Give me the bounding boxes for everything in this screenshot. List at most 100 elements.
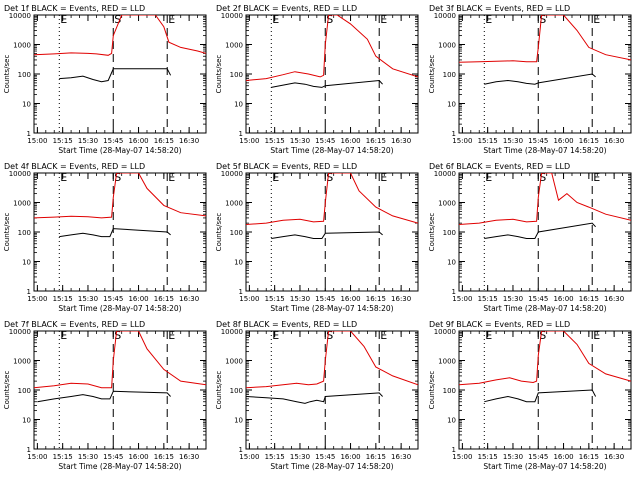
lld-series-line (34, 15, 206, 56)
x-tick-label: 15:45 (528, 295, 548, 303)
x-tick-label: 15:00 (239, 137, 259, 145)
panel-title: Det 1f BLACK = Events, RED = LLD (4, 4, 145, 13)
plot-frame (458, 172, 632, 292)
marker-label-1: E (485, 329, 492, 342)
y-tick-label: 1 (452, 288, 456, 296)
marker-label-2: S (326, 329, 333, 342)
panel-title: Det 5f BLACK = Events, RED = LLD (216, 162, 357, 171)
x-tick-label: 15:15 (265, 453, 285, 461)
panel-title: Det 4f BLACK = Events, RED = LLD (4, 162, 145, 171)
x-tick-label: 16:00 (553, 453, 573, 461)
y-tick-label: 1000 (438, 42, 456, 50)
x-tick-label: 15:00 (27, 295, 47, 303)
x-tick-label: 15:45 (528, 453, 548, 461)
events-series-line (484, 222, 596, 239)
y-tick-label: 10 (22, 417, 31, 425)
events-series-line (484, 389, 597, 403)
y-tick-label: 100 (18, 71, 31, 79)
plot-frame (33, 330, 207, 450)
x-tick-label: 16:15 (579, 137, 599, 145)
detector-panel-6: Det 6f BLACK = Events, RED = LLD 1 10 100 10… (428, 162, 632, 313)
marker-label-3: E (593, 171, 600, 184)
y-tick-label: 1 (452, 130, 456, 138)
x-tick-label: 16:30 (179, 453, 199, 461)
x-tick-label: 15:00 (27, 137, 47, 145)
marker-label-2: S (539, 329, 546, 342)
x-tick-label: 16:00 (128, 137, 148, 145)
y-tick-label: 10000 (221, 12, 243, 20)
y-tick-label: 10 (234, 417, 243, 425)
y-tick-label: 10000 (221, 328, 243, 336)
marker-label-1: E (60, 171, 67, 184)
lld-series-line (34, 331, 206, 389)
x-tick-label: 15:30 (78, 453, 98, 461)
marker-label-1: E (272, 329, 279, 342)
panel-title: Det 9f BLACK = Events, RED = LLD (429, 320, 570, 329)
y-tick-label: 10 (234, 101, 243, 109)
y-tick-label: 10 (447, 101, 456, 109)
y-tick-label: 1000 (438, 358, 456, 366)
marker-label-2: S (114, 329, 121, 342)
marker-label-2: S (326, 171, 333, 184)
y-tick-label: 1000 (438, 200, 456, 208)
marker-label-3: E (380, 329, 387, 342)
x-tick-label: 16:30 (391, 453, 411, 461)
x-tick-label: 15:30 (503, 137, 523, 145)
x-tick-label: 16:15 (366, 295, 386, 303)
x-tick-label: 15:45 (315, 453, 335, 461)
y-tick-label: 1000 (13, 42, 31, 50)
x-tick-label: 15:15 (265, 137, 285, 145)
plot-frame (458, 330, 632, 450)
y-tick-label: 10 (234, 259, 243, 267)
x-tick-label: 15:00 (27, 453, 47, 461)
plot-frame (33, 172, 207, 292)
plot-frame (245, 330, 419, 450)
y-axis-label: Counts/sec (3, 213, 11, 252)
y-tick-label: 1000 (225, 200, 243, 208)
y-tick-label: 10000 (434, 328, 456, 336)
y-tick-label: 1000 (13, 200, 31, 208)
events-series-line (59, 228, 171, 238)
y-tick-label: 1 (27, 130, 31, 138)
y-tick-label: 100 (230, 71, 243, 79)
y-tick-label: 1000 (13, 358, 31, 366)
marker-label-2: S (539, 13, 546, 26)
x-tick-label: 16:00 (340, 137, 360, 145)
marker-label-3: E (168, 329, 175, 342)
plot-frame (33, 14, 207, 134)
y-axis-label: Counts/sec (3, 371, 11, 410)
x-tick-label: 15:30 (290, 137, 310, 145)
events-series-line (484, 73, 596, 85)
x-tick-label: 16:30 (391, 295, 411, 303)
lld-series-line (459, 331, 631, 386)
y-tick-label: 1000 (225, 42, 243, 50)
y-tick-label: 10 (447, 417, 456, 425)
lld-series-line (246, 15, 418, 81)
marker-label-3: E (380, 171, 387, 184)
x-tick-label: 16:30 (604, 137, 624, 145)
detector-panel-4: Det 4f BLACK = Events, RED = LLD 1 10 100 10… (3, 162, 207, 313)
plot-frame (245, 172, 419, 292)
x-tick-label: 15:00 (452, 295, 472, 303)
detector-panel-9: Det 9f BLACK = Events, RED = LLD 1 10 100 10… (428, 320, 632, 471)
x-tick-label: 15:45 (315, 137, 335, 145)
y-tick-label: 10 (22, 259, 31, 267)
x-tick-label: 15:00 (452, 453, 472, 461)
panel-title: Det 3f BLACK = Events, RED = LLD (429, 4, 570, 13)
detector-panel-1: Det 1f BLACK = Events, RED = LLD 1 10 100 10… (3, 4, 207, 155)
y-tick-label: 10 (22, 101, 31, 109)
y-tick-label: 100 (443, 387, 456, 395)
events-series-line (59, 68, 172, 83)
x-tick-label: 15:45 (103, 137, 123, 145)
x-tick-label: 15:30 (503, 453, 523, 461)
x-tick-label: 15:30 (290, 295, 310, 303)
x-tick-label: 15:00 (452, 137, 472, 145)
y-axis-label: Counts/sec (215, 213, 223, 252)
y-tick-label: 10000 (9, 12, 31, 20)
y-tick-label: 1 (239, 446, 243, 454)
panel-title: Det 7f BLACK = Events, RED = LLD (4, 320, 145, 329)
y-axis-label: Counts/sec (215, 371, 223, 410)
x-tick-label: 16:30 (604, 453, 624, 461)
x-tick-label: 15:15 (53, 295, 73, 303)
